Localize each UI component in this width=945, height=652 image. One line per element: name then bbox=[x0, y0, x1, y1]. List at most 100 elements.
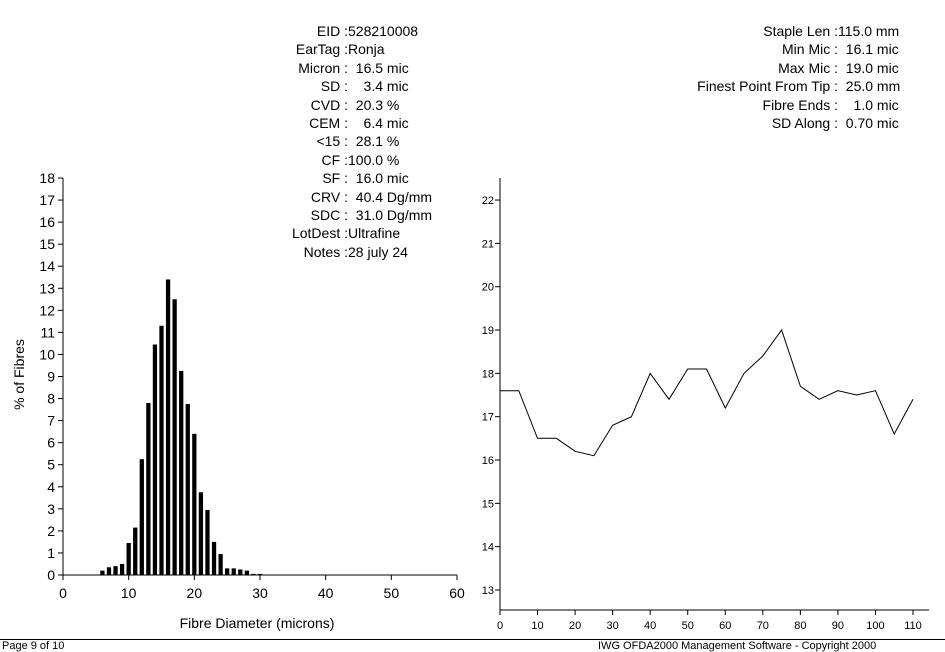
histogram-y-tick-label: 0 bbox=[47, 567, 55, 583]
histogram-x-tick-label: 10 bbox=[121, 585, 137, 601]
histogram-x-axis-label: Fibre Diameter (microns) bbox=[180, 615, 335, 631]
stat-label: CEM : bbox=[309, 115, 348, 132]
profile-stat-row: SD Along : 0.70 mic bbox=[640, 114, 900, 132]
histogram-x-tick-label: 40 bbox=[318, 585, 334, 601]
profile-stat-value: 19.0 mic bbox=[838, 59, 899, 76]
profile-stat-row: Finest Point From Tip : 25.0 mm bbox=[640, 77, 900, 95]
histogram-y-axis-label: % of Fibres bbox=[11, 339, 27, 410]
profile-stat-value: 0.70 mic bbox=[838, 115, 899, 132]
profile-y-tick-label: 21 bbox=[482, 238, 494, 250]
stat-label: SDC : bbox=[310, 207, 348, 224]
profile-stat-value: 25.0 mm bbox=[838, 78, 901, 95]
histogram-bar bbox=[218, 554, 223, 575]
stat-value: 528210008 bbox=[348, 23, 419, 39]
histogram-x-tick-label: 50 bbox=[384, 585, 400, 601]
histogram-bar bbox=[211, 541, 217, 575]
histogram-bar bbox=[179, 370, 184, 575]
profile-x-tick-label: 50 bbox=[682, 620, 694, 632]
profile-y-tick-label: 17 bbox=[482, 412, 494, 424]
stat-value: 28.1 % bbox=[348, 133, 400, 150]
profile-stat-row: Min Mic : 16.1 mic bbox=[640, 40, 900, 58]
histogram-bar bbox=[133, 527, 138, 575]
profile-stat-value: 1.0 mic bbox=[838, 96, 899, 113]
stat-value: 16.0 mic bbox=[348, 170, 409, 187]
histogram-bar bbox=[251, 573, 256, 575]
profile-stat-value: 115.0 mm bbox=[838, 23, 900, 39]
fibre-stats-left: EID : 528210008 EarTag : Ronja Micron : 16… bbox=[200, 22, 432, 261]
stat-label: SD : bbox=[320, 78, 348, 95]
histogram-y-tick-label: 11 bbox=[40, 324, 55, 340]
histogram-y-tick-label: 8 bbox=[47, 391, 55, 407]
profile-x-tick-label: 20 bbox=[569, 620, 581, 632]
page-number: Page 9 of 10 bbox=[2, 640, 65, 652]
stat-row: Notes : 28 july 24 bbox=[200, 243, 432, 261]
profile-x-tick-label: 30 bbox=[607, 620, 619, 632]
histogram-y-tick-label: 4 bbox=[47, 479, 55, 495]
stat-row: CRV : 40.4 Dg/mm bbox=[200, 188, 432, 206]
stat-row: Micron : 16.5 mic bbox=[200, 59, 432, 77]
stat-value: 28 july 24 bbox=[348, 243, 408, 260]
profile-y-tick-label: 15 bbox=[482, 498, 494, 510]
stat-row: EID : 528210008 bbox=[200, 22, 432, 40]
copyright-notice: IWG OFDA2000 Management Software - Copyr… bbox=[598, 640, 877, 652]
histogram-x-tick-label: 20 bbox=[187, 585, 203, 601]
stat-label: Micron : bbox=[298, 59, 348, 76]
profile-stat-row: Fibre Ends : 1.0 mic bbox=[640, 96, 900, 114]
histogram-bar bbox=[100, 570, 105, 575]
fibre-stats-right: Staple Len : 115.0 mm Min Mic : 16.1 mic M… bbox=[640, 22, 900, 132]
profile-stat-label: Min Mic : bbox=[782, 41, 838, 58]
stat-row: CEM : 6.4 mic bbox=[200, 114, 432, 132]
histogram-bar bbox=[113, 566, 118, 575]
profile-x-tick-label: 60 bbox=[719, 620, 731, 632]
profile-stat-label: Fibre Ends : bbox=[762, 96, 838, 113]
profile-stat-value: 16.1 mic bbox=[838, 41, 899, 58]
stat-label: EarTag : bbox=[295, 41, 348, 58]
stat-row: EarTag : Ronja bbox=[200, 40, 432, 58]
histogram-x-tick-label: 0 bbox=[59, 585, 67, 601]
stat-label: EID : bbox=[316, 23, 348, 39]
profile-x-tick-label: 0 bbox=[497, 620, 503, 632]
histogram-y-tick-label: 5 bbox=[47, 457, 55, 473]
profile-y-tick-label: 16 bbox=[482, 455, 494, 467]
histogram-y-tick-label: 13 bbox=[39, 280, 55, 296]
profile-y-tick-label: 14 bbox=[482, 542, 494, 554]
stat-value: 20.3 % bbox=[348, 96, 400, 113]
histogram-x-tick-label: 30 bbox=[252, 585, 268, 601]
histogram-bar bbox=[257, 573, 263, 575]
histogram-y-tick-label: 18 bbox=[39, 170, 55, 186]
profile-y-tick-label: 18 bbox=[482, 368, 494, 380]
stat-value: 31.0 Dg/mm bbox=[348, 207, 433, 224]
stat-value: 16.5 mic bbox=[348, 59, 409, 76]
stat-row: SD : 3.4 mic bbox=[200, 77, 432, 95]
histogram-y-tick-label: 6 bbox=[47, 435, 55, 451]
stat-label: CRV : bbox=[310, 188, 348, 205]
stat-value: 40.4 Dg/mm bbox=[348, 188, 433, 205]
stat-label: Notes : bbox=[303, 243, 348, 260]
stat-value: 100.0 % bbox=[348, 151, 400, 168]
profile-stat-label: Max Mic : bbox=[778, 59, 838, 76]
histogram-y-tick-label: 1 bbox=[47, 545, 55, 561]
histogram-y-tick-label: 9 bbox=[47, 369, 55, 385]
profile-x-tick-label: 40 bbox=[644, 620, 656, 632]
stat-value: Ronja bbox=[348, 41, 385, 58]
profile-x-tick-label: 100 bbox=[866, 620, 884, 632]
histogram-bar bbox=[172, 299, 177, 575]
stat-label: LotDest : bbox=[291, 225, 348, 242]
histogram-y-tick-label: 16 bbox=[39, 214, 55, 230]
profile-x-tick-label: 110 bbox=[904, 620, 922, 632]
histogram-y-tick-label: 12 bbox=[39, 302, 55, 318]
profile-stat-row: Staple Len : 115.0 mm bbox=[640, 22, 900, 40]
histogram-bar bbox=[152, 344, 158, 575]
histogram-bar bbox=[139, 459, 144, 575]
stat-value: 6.4 mic bbox=[348, 115, 409, 132]
histogram-y-tick-label: 10 bbox=[39, 346, 55, 362]
histogram-x-tick-label: 60 bbox=[449, 585, 465, 601]
histogram-bar bbox=[192, 433, 197, 575]
stat-row: CVD : 20.3 % bbox=[200, 96, 432, 114]
stat-row: SF : 16.0 mic bbox=[200, 169, 432, 187]
histogram-bar bbox=[238, 569, 243, 575]
histogram-bar bbox=[126, 543, 131, 575]
stat-label: CVD : bbox=[310, 96, 348, 113]
histogram-bar bbox=[198, 492, 204, 575]
histogram-bar bbox=[231, 568, 236, 575]
